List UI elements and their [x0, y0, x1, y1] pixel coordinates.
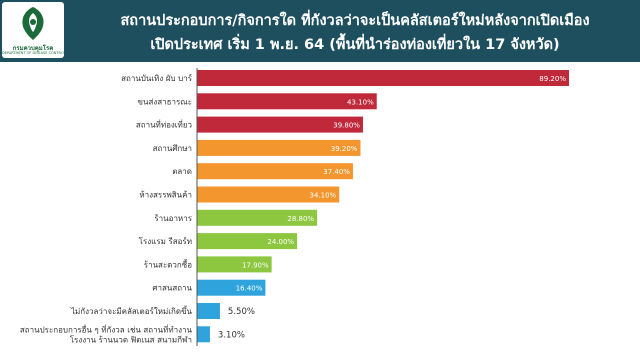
category-label: สถานประกอบการอื่น ๆ ที่กังวล เช่น สถานที…	[20, 323, 193, 334]
value-label: 37.40%	[323, 168, 350, 176]
bar	[197, 326, 210, 343]
value-label: 39.80%	[333, 122, 360, 130]
value-label: 17.90%	[242, 261, 269, 269]
category-label: ศาสนสถาน	[152, 284, 192, 293]
category-label: ห้างสรรพสินค้า	[139, 191, 192, 200]
ddc-emblem-icon	[22, 7, 44, 40]
logo-text: กรมควบคุมโรค	[12, 45, 54, 52]
bar	[197, 233, 298, 250]
category-label: สถานบันเทิง ผับ บาร์	[121, 73, 193, 83]
category-label: ขนส่งสาธารณะ	[138, 97, 193, 106]
bar	[197, 256, 272, 273]
category-label: สถานที่ท่องเที่ยว	[136, 119, 192, 130]
bar-chart: สถานบันเทิง ผับ บาร์ 89.20% ขนส่งสาธารณะ 43…	[20, 68, 569, 346]
value-label: 39.20%	[331, 145, 358, 153]
bar	[197, 93, 377, 110]
header-banner: กรมควบคุมโรค DEPARTMENT OF DISEASE CONTR…	[0, 0, 640, 62]
category-label: ไม่กังวลว่าจะมีคลัสเตอร์ใหม่เกิดขึ้น	[70, 305, 193, 316]
value-label: 16.40%	[236, 285, 263, 293]
category-label: ร้านอาหาร	[154, 214, 192, 223]
value-label: 43.10%	[347, 98, 374, 106]
value-label: 5.50%	[228, 307, 255, 317]
bar	[197, 279, 266, 296]
value-label: 3.10%	[218, 330, 245, 340]
chart-title-line2: เปิดประเทศ เริ่ม 1 พ.ย. 64 (พื้นที่นำร่อ…	[150, 37, 560, 53]
category-label: ตลาด	[172, 167, 192, 176]
bar	[197, 186, 340, 203]
ddc-logo: กรมควบคุมโรค DEPARTMENT OF DISEASE CONTR…	[2, 2, 64, 58]
value-label: 28.80%	[287, 215, 314, 223]
category-label: สถานศึกษา	[153, 144, 192, 153]
bar	[197, 116, 363, 133]
bar	[197, 163, 353, 180]
logo-subtext: DEPARTMENT OF DISEASE CONTROL	[2, 51, 64, 55]
value-label: 89.20%	[539, 75, 566, 83]
value-label: 24.00%	[267, 238, 294, 246]
bar	[197, 70, 569, 86]
chart-title-line1: สถานประกอบการ/กิจการใด ที่กังวลว่าจะเป็น…	[120, 13, 590, 29]
bar	[197, 139, 361, 156]
category-label: โรงงาน ร้านนวด ฟิตเนส สนามกีฬา	[70, 334, 192, 344]
value-label: 34.10%	[310, 192, 337, 200]
category-label: โรงแรม รีสอร์ท	[139, 236, 192, 246]
bar	[197, 209, 318, 226]
category-label: ร้านสะดวกซื้อ	[144, 258, 192, 269]
bar	[197, 303, 220, 319]
